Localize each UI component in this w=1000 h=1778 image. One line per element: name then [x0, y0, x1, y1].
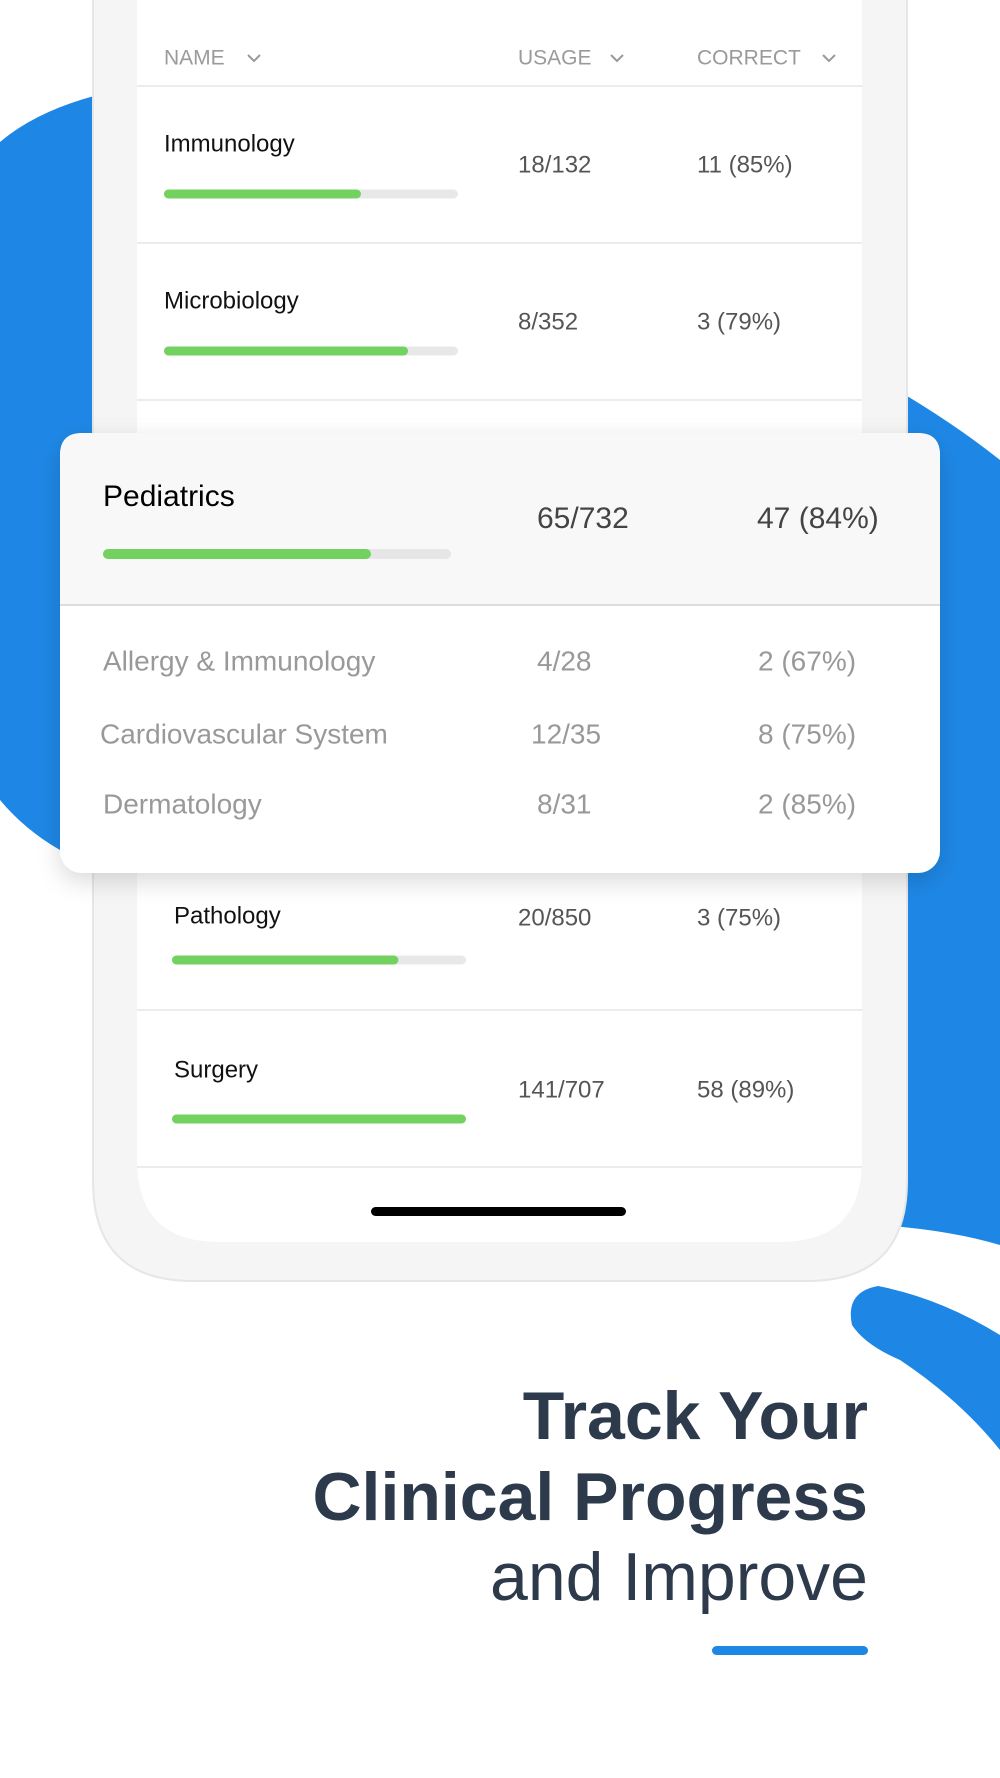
- row-usage: 141/707: [518, 1076, 605, 1103]
- row-usage: 18/132: [518, 151, 591, 178]
- headline-line: Clinical Progress: [312, 1459, 868, 1535]
- card-name: Pediatrics: [103, 480, 235, 513]
- home-indicator: [371, 1207, 626, 1216]
- subrow-correct: 2 (85%): [758, 788, 856, 819]
- subrow-usage: 8/31: [537, 788, 592, 819]
- progress-fill: [172, 955, 399, 965]
- progress-fill: [103, 549, 371, 559]
- column-header: NAME: [164, 47, 225, 70]
- sort-chevron: [247, 54, 261, 63]
- blue-shape: [850, 1286, 1000, 1450]
- progress-fill: [164, 346, 409, 356]
- column-header: CORRECT: [697, 47, 801, 70]
- row-correct: 3 (75%): [697, 904, 781, 931]
- progress-fill: [164, 189, 361, 199]
- card-top: [60, 433, 940, 604]
- progress-fill: [172, 1114, 466, 1124]
- subrow-name: Dermatology: [103, 788, 262, 819]
- subrow-name: Cardiovascular System: [100, 718, 388, 749]
- row-usage: 8/352: [518, 308, 578, 335]
- column-header: USAGE: [518, 47, 592, 70]
- row-usage: 20/850: [518, 904, 591, 931]
- subrow-correct: 8 (75%): [758, 718, 856, 749]
- row-name: Pathology: [174, 902, 281, 929]
- subrow-usage: 4/28: [537, 645, 592, 676]
- row-correct: 58 (89%): [697, 1076, 794, 1103]
- sort-chevron: [822, 54, 836, 63]
- card-usage: 65/732: [537, 502, 629, 535]
- headline-underline: [712, 1646, 868, 1655]
- headline-line: and Improve: [490, 1539, 868, 1615]
- subrow-name: Allergy & Immunology: [103, 645, 375, 676]
- headline-line: Track Your: [523, 1378, 868, 1454]
- card-correct: 47 (84%): [757, 502, 879, 535]
- expanded-card: Pediatrics 65/732 47 (84%) Allergy & Immuno…: [60, 433, 940, 873]
- subrow-usage: 12/35: [531, 718, 601, 749]
- row-name: Microbiology: [164, 287, 299, 314]
- row-name: Surgery: [174, 1056, 258, 1083]
- row-name: Immunology: [164, 130, 295, 157]
- row-correct: 11 (85%): [697, 151, 793, 178]
- row-correct: 3 (79%): [697, 308, 781, 335]
- sort-chevron: [610, 54, 624, 63]
- subrow-correct: 2 (67%): [758, 645, 856, 676]
